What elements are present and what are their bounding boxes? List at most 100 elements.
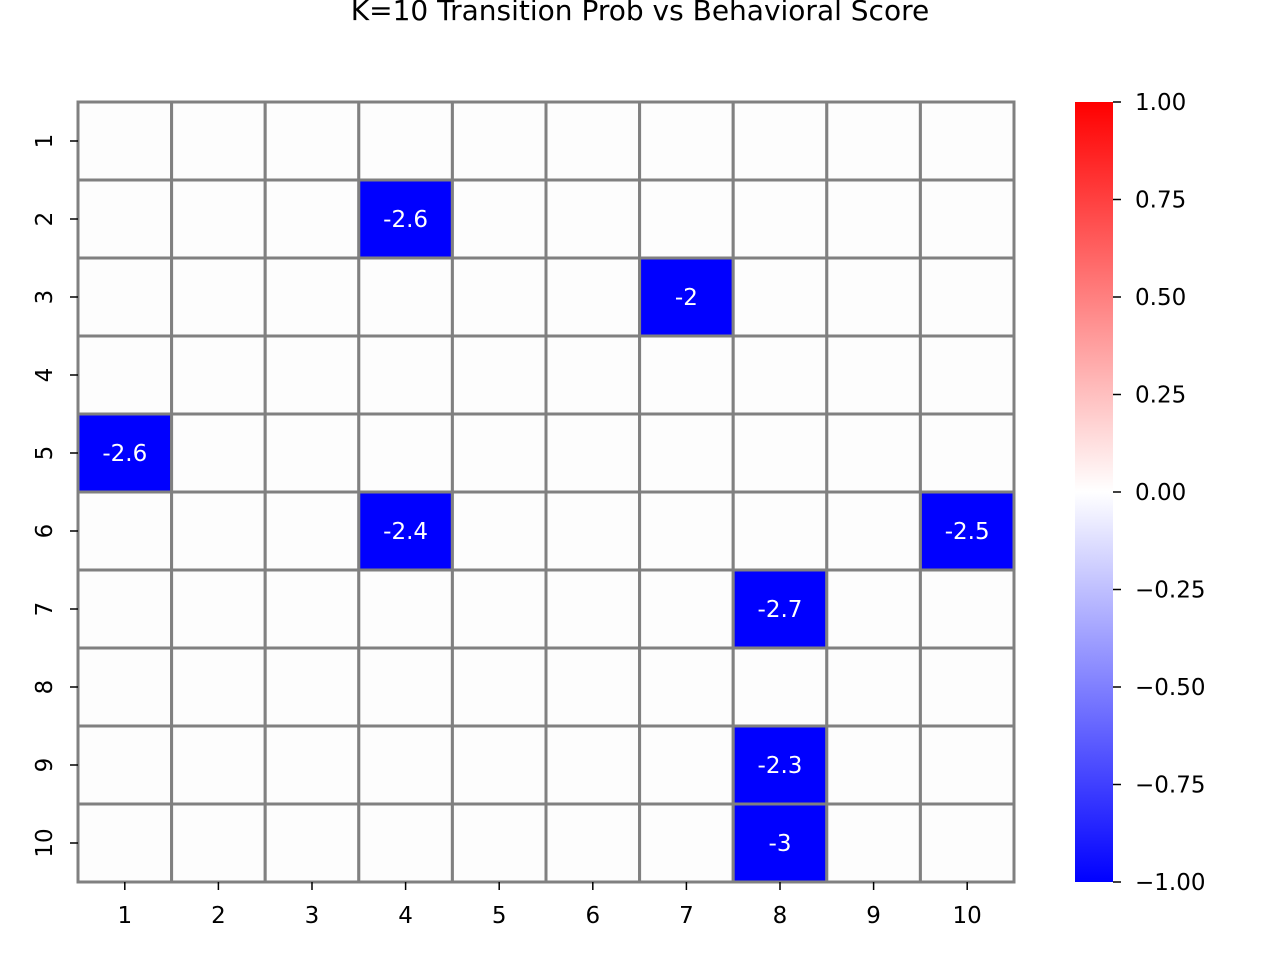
- x-tick-label: 10: [953, 903, 982, 929]
- heatmap-cell: [263, 646, 361, 728]
- heatmap-cell: [263, 334, 361, 416]
- heatmap-cell: [170, 568, 267, 650]
- colorbar-tick-label: −0.25: [1135, 578, 1205, 604]
- heatmap-cell: [544, 334, 642, 416]
- heatmap-cell: [450, 334, 548, 416]
- colorbar-tick-label: −0.50: [1135, 675, 1205, 701]
- heatmap-cell: [544, 490, 642, 572]
- heatmap-cell: [170, 724, 267, 806]
- cell-value-label: -3: [769, 831, 792, 857]
- heatmap-cell: [170, 490, 267, 572]
- y-tick-label: 1: [32, 134, 58, 149]
- y-tick-label: 2: [32, 212, 58, 227]
- chart-title: K=10 Transition Prob vs Behavioral Score: [350, 0, 930, 27]
- heatmap-cell: [638, 568, 735, 650]
- heatmap-cell: [918, 256, 1016, 338]
- y-axis: 1 2 3 4 5 6 7 8 9 10: [32, 134, 78, 858]
- heatmap-cell: [76, 334, 174, 416]
- heatmap-cell: [76, 802, 174, 884]
- cell-value-label: -2.6: [383, 207, 428, 233]
- heatmap-cell: [825, 334, 922, 416]
- heatmap-cell: [76, 256, 174, 338]
- heatmap-cell: [918, 724, 1016, 806]
- heatmap-cell: [263, 802, 361, 884]
- heatmap-cell: [450, 490, 548, 572]
- heatmap-cell: [170, 178, 267, 260]
- colorbar-gradient: [1075, 102, 1113, 882]
- heatmap-cell: [544, 100, 642, 182]
- heatmap-cell: [638, 646, 735, 728]
- cell-labels: -2.6 -2 -2.6 -2.4 -2.5 -2.7 -2.3 -3: [102, 207, 989, 857]
- heatmap-cell: [544, 412, 642, 494]
- x-tick-label: 5: [492, 903, 507, 929]
- x-tick-label: 3: [305, 903, 320, 929]
- heatmap-cell: [544, 646, 642, 728]
- heatmap-cell: [76, 646, 174, 728]
- colorbar-tick-label: 0.50: [1135, 285, 1186, 311]
- heatmap-cell: [638, 412, 735, 494]
- heatmap-cell: [918, 412, 1016, 494]
- y-tick-label: 4: [32, 368, 58, 383]
- heatmap-cell: [825, 802, 922, 884]
- heatmap-cell: [731, 100, 829, 182]
- heatmap-cell: [731, 178, 829, 260]
- heatmap-cell: [825, 724, 922, 806]
- heatmap-cell: [450, 646, 548, 728]
- y-tick-label: 3: [32, 290, 58, 305]
- heatmap-cell-filled: [638, 256, 735, 338]
- heatmap-cell: [731, 646, 829, 728]
- heatmap-cell-filled: [731, 802, 829, 884]
- heatmap-cell: [638, 724, 735, 806]
- heatmap-cell: [544, 178, 642, 260]
- heatmap-cell: [263, 178, 361, 260]
- x-tick-label: 8: [773, 903, 788, 929]
- heatmap-cell: [263, 568, 361, 650]
- heatmap-cell: [76, 568, 174, 650]
- heatmap-cell: [825, 646, 922, 728]
- heatmap-cell: [357, 646, 454, 728]
- heatmap-cell-filled: [357, 178, 454, 260]
- heatmap-cell: [731, 256, 829, 338]
- heatmap-cell: [918, 178, 1016, 260]
- heatmap-cell: [731, 412, 829, 494]
- heatmap-cell: [544, 724, 642, 806]
- x-tick-label: 4: [398, 903, 413, 929]
- heatmap-cell: [357, 412, 454, 494]
- heatmap-cell: [918, 334, 1016, 416]
- y-tick-label: 6: [32, 524, 58, 539]
- colorbar-tick-label: −1.00: [1135, 870, 1205, 896]
- heatmap-cell: [76, 100, 174, 182]
- cell-value-label: -2.5: [945, 519, 990, 545]
- x-tick-label: 2: [211, 903, 226, 929]
- heatmap-cell: [450, 724, 548, 806]
- heatmap-cell: [170, 646, 267, 728]
- heatmap-cell: [544, 802, 642, 884]
- heatmap-cell: [357, 100, 454, 182]
- heatmap-cell: [450, 568, 548, 650]
- heatmap-cell: [357, 256, 454, 338]
- heatmap-cell: [918, 100, 1016, 182]
- heatmap-cell: [825, 256, 922, 338]
- x-tick-label: 6: [585, 903, 600, 929]
- heatmap-cell: [76, 724, 174, 806]
- y-tick-label: 9: [32, 758, 58, 773]
- cell-value-label: -2.6: [102, 441, 147, 467]
- heatmap-cell: [638, 100, 735, 182]
- colorbar-tick-label: 1.00: [1135, 90, 1186, 116]
- cell-value-label: -2.3: [758, 753, 803, 779]
- x-tick-label: 9: [866, 903, 881, 929]
- y-tick-label: 8: [32, 680, 58, 695]
- heatmap-cell: [918, 568, 1016, 650]
- heatmap-cell: [357, 802, 454, 884]
- heatmap-cell: [918, 802, 1016, 884]
- colorbar-tick-label: −0.75: [1135, 773, 1205, 799]
- y-tick-label: 10: [32, 828, 58, 857]
- y-tick-label: 7: [32, 602, 58, 617]
- colorbar: 1.00 0.75 0.50 0.25 0.00 −0.25 −0.50 −0.75 −1.00: [1075, 90, 1205, 896]
- heatmap-cell: [76, 490, 174, 572]
- heatmap-cell: [544, 568, 642, 650]
- heatmap-cell: [825, 100, 922, 182]
- heatmap-cell: [731, 334, 829, 416]
- heatmap-cell: [263, 100, 361, 182]
